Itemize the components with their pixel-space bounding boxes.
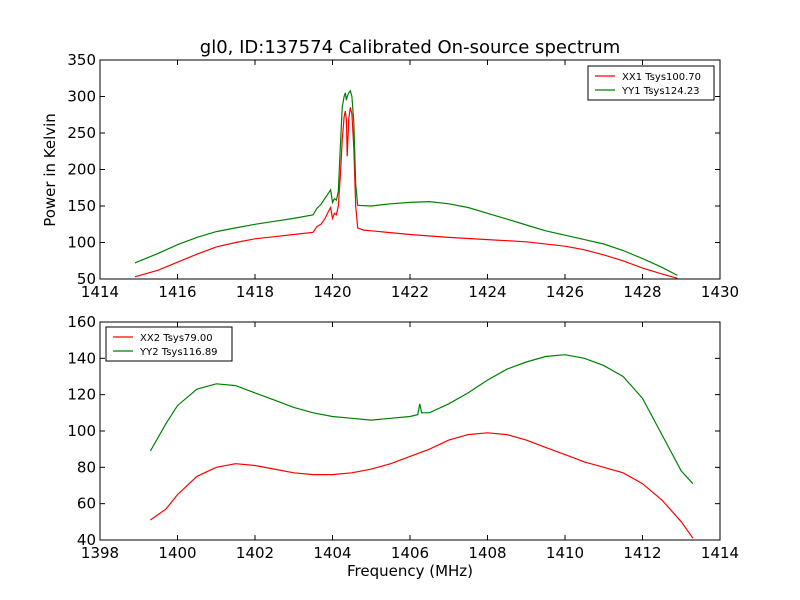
x-tick-label: 1420 [313,283,351,301]
series-line-1-1 [149,354,694,485]
x-tick-label: 1412 [623,544,661,562]
y-tick-label: 120 [67,386,96,404]
y-tick-label: 160 [67,313,96,331]
x-tick-label: 1398 [81,544,119,562]
y-tick-label: 300 [67,88,96,106]
y-tick-label: 350 [67,51,96,69]
legend-entry: XX2 Tsys79.00 [140,333,213,344]
x-tick-label: 1414 [701,544,739,562]
bottom-series-lines [149,354,694,539]
y-tick-label: 140 [67,349,96,367]
top-panel: 1414 1416 1418 1420 1422 1424 1426 1428 1430 50 10… [41,51,739,301]
x-axis-label: Frequency (MHz) [347,562,473,580]
y-tick-label: 200 [67,161,96,179]
series-line-0-1 [134,89,678,276]
top-ticks: 1414 1416 1418 1420 1422 1424 1426 1428 1430 50 10… [67,51,739,301]
x-tick-label: 1426 [546,283,584,301]
top-y-axis-label: Power in Kelvin [41,113,59,227]
x-tick-label: 1402 [236,544,274,562]
y-tick-label: 50 [77,270,96,288]
x-tick-label: 1400 [158,544,196,562]
x-tick-label: 1428 [623,283,661,301]
y-tick-label: 250 [67,124,96,142]
bottom-ticks: 1398 1400 1402 1404 1406 1408 1410 1412 1414 40 60… [67,313,739,562]
y-tick-label: 150 [67,197,96,215]
legend-box [105,326,233,362]
x-tick-label: 1418 [236,283,274,301]
x-tick-label: 1430 [701,283,739,301]
x-tick-label: 1422 [391,283,429,301]
top-legend: XX1 Tsys100.70 YY1 Tsys124.23 [587,65,715,101]
legend-entry: YY1 Tsys124.23 [621,86,700,97]
series-line-0-0 [134,107,678,279]
x-tick-label: 1410 [546,544,584,562]
series-line-1-0 [150,432,694,539]
x-tick-label: 1404 [313,544,351,562]
y-tick-label: 100 [67,234,96,252]
x-tick-label: 1406 [391,544,429,562]
y-tick-label: 80 [77,458,96,476]
x-tick-label: 1424 [468,283,506,301]
bottom-panel: 1398 1400 1402 1404 1406 1408 1410 1412 1414 40 60… [67,313,739,580]
y-tick-label: 40 [77,531,96,549]
x-tick-label: 1408 [468,544,506,562]
legend-entry: XX1 Tsys100.70 [622,72,701,83]
legend-box [587,65,715,101]
chart-title: gl0, ID:137574 Calibrated On-source spec… [200,37,620,58]
x-tick-label: 1414 [81,283,119,301]
x-tick-label: 1416 [158,283,196,301]
legend-entry: YY2 Tsys116.89 [139,347,218,358]
bottom-legend: XX2 Tsys79.00 YY2 Tsys116.89 [105,326,233,362]
y-tick-label: 100 [67,422,96,440]
y-tick-label: 60 [77,495,96,513]
top-series-lines [134,89,678,279]
